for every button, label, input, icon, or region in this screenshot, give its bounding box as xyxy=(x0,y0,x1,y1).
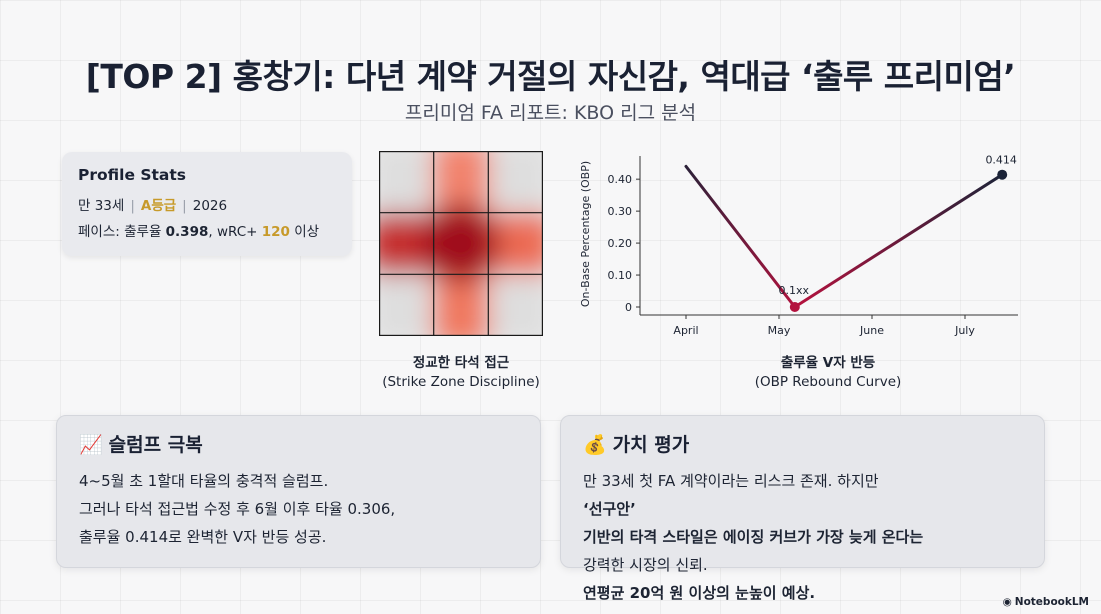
wrc-suffix: 이상 xyxy=(289,224,320,240)
profile-pace-line: 페이스: 출루율 0.398, wRC+ 120 이상 xyxy=(78,220,336,240)
x-tick-label: May xyxy=(768,324,791,337)
value-card-body: 만 33세 첫 FA 계약이라는 리스크 존재. 하지만 ‘선구안’ 기반의 타… xyxy=(583,467,1022,607)
notebooklm-brand: ◉ NotebookLM xyxy=(1002,596,1089,608)
obp-caption-ko: 출루율 V자 반등 xyxy=(780,355,876,371)
y-tick-label: 0.30 xyxy=(608,205,633,218)
value-line-1: 만 33세 첫 FA 계약이라는 리스크 존재. 하지만 ‘선구안’ xyxy=(583,472,879,518)
slump-line-2: 그러나 타석 접근법 수정 후 6월 이후 타율 0.306, xyxy=(79,500,396,518)
strike-zone-heatmap xyxy=(379,151,543,336)
y-tick-label: 0.20 xyxy=(608,237,633,250)
slump-line-1: 4~5월 초 1할대 타율의 충격적 슬럼프. xyxy=(79,472,329,490)
value-line-3: 강력한 시장의 신뢰. 연평균 20억 원 이상의 눈높이 예상. xyxy=(583,556,816,602)
y-tick-label: 0 xyxy=(625,301,632,314)
y-tick-label: 0.40 xyxy=(608,173,633,186)
profile-stats-card: Profile Stats 만 33세 | A등급 | 2026 페이스: 출루율 0.… xyxy=(62,152,352,256)
obp-line-segment-rebound xyxy=(793,173,1004,309)
value-line-2: 기반의 타격 스타일은 에이징 커브가 가장 늦게 온다는 xyxy=(583,528,924,546)
value-card-title: 💰 가치 평가 xyxy=(583,430,1022,457)
obp-chart-caption: 출루율 V자 반등 (OBP Rebound Curve) xyxy=(718,351,938,390)
obp-low-point xyxy=(789,302,800,312)
profile-meta-line: 만 33세 | A등급 | 2026 xyxy=(78,198,228,214)
chart-increasing-icon: 📈 xyxy=(79,434,103,456)
notebooklm-logo-icon: ◉ xyxy=(1002,596,1012,608)
wrc-value: 120 xyxy=(261,224,290,240)
heatmap-caption-en: (Strike Zone Discipline) xyxy=(382,374,540,390)
obp-value: 0.398 xyxy=(165,224,209,240)
obp-rebound-chart: On-Base Percentage (OBP) 0 0.10 0.20 0.30 0.… xyxy=(579,154,1018,337)
pace-label: 페이스: 출루율 xyxy=(78,224,166,240)
slump-title-text: 슬럼프 극복 xyxy=(108,434,203,456)
y-axis-label: On-Base Percentage (OBP) xyxy=(579,161,592,307)
slump-card-title: 📈 슬럼프 극복 xyxy=(79,430,518,457)
value-title-text: 가치 평가 xyxy=(612,434,690,456)
slump-line-3: 출루율 0.414로 완벽한 V자 반등 성공. xyxy=(79,528,327,546)
obp-caption-en: (OBP Rebound Curve) xyxy=(754,374,902,390)
obp-end-point xyxy=(997,169,1008,180)
page-title: [TOP 2] 홍창기: 다년 계약 거절의 자신감, 역대급 ‘출루 프리미엄… xyxy=(85,57,1016,96)
obp-low-label: 0.1xx xyxy=(779,284,810,297)
slump-card-body: 4~5월 초 1할대 타율의 충격적 슬럼프. 그러나 타석 접근법 수정 후 … xyxy=(79,467,518,551)
y-tick-label: 0.10 xyxy=(608,269,633,282)
obp-line-segment-decline xyxy=(684,164,797,309)
x-tick-label: July xyxy=(954,324,975,337)
year-text: 2026 xyxy=(192,198,228,214)
obp-end-label: 0.414 xyxy=(985,154,1017,167)
age-text: 만 33세 xyxy=(78,198,125,214)
money-bag-icon: 💰 xyxy=(583,434,607,456)
heatmap-caption: 정교한 타석 접근 (Strike Zone Discipline) xyxy=(348,351,574,390)
profile-stats-heading: Profile Stats xyxy=(78,166,187,184)
grade-badge: A등급 xyxy=(140,198,177,214)
x-tick-label: June xyxy=(859,324,884,337)
page-subtitle: 프리미엄 FA 리포트: KBO 리그 분석 xyxy=(404,102,697,124)
value-card: 💰 가치 평가 만 33세 첫 FA 계약이라는 리스크 존재. 하지만 ‘선구안… xyxy=(560,415,1045,602)
slump-card: 📈 슬럼프 극복 4~5월 초 1할대 타율의 충격적 슬럼프. 그러나 타석 접… xyxy=(56,415,541,568)
wrc-label: , wRC+ xyxy=(208,224,262,240)
heatmap-caption-ko: 정교한 타석 접근 xyxy=(412,355,510,371)
x-tick-label: April xyxy=(673,324,698,337)
